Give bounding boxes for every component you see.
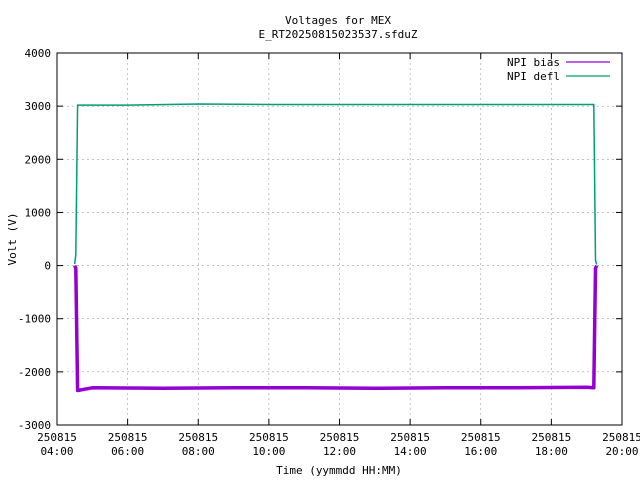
x-tick-date-label: 250815 [108, 431, 148, 444]
x-tick-date-label: 250815 [37, 431, 77, 444]
legend: NPI bias NPI defl [507, 56, 610, 83]
x-tick-date-label: 250815 [390, 431, 430, 444]
y-tick-label: 0 [44, 260, 51, 273]
legend-label-npi-defl: NPI defl [507, 70, 560, 83]
y-tick-label: -3000 [18, 419, 51, 432]
x-tick-time-label: 14:00 [394, 445, 427, 458]
x-tick-date-label: 250815 [178, 431, 218, 444]
x-tick-time-label: 10:00 [252, 445, 285, 458]
y-tick-label: 1000 [25, 206, 52, 219]
x-tick-time-label: 16:00 [464, 445, 497, 458]
x-tick-time-label: 06:00 [111, 445, 144, 458]
y-tick-label: 4000 [25, 47, 52, 60]
plot-frame [56, 52, 623, 426]
x-tick-date-label: 250815 [320, 431, 360, 444]
y-axis-label: Volt (V) [6, 213, 19, 266]
series-line-npi-bias [73, 264, 599, 393]
x-tick-time-label: 20:00 [605, 445, 638, 458]
x-tick-time-label: 18:00 [535, 445, 568, 458]
x-axis-ticks: 25081504:0025081506:0025081508:002508151… [37, 53, 640, 458]
y-tick-label: -1000 [18, 313, 51, 326]
chart-subtitle: E_RT20250815023537.sfduZ [259, 28, 418, 41]
chart-title: Voltages for MEX [285, 14, 391, 27]
y-tick-label: 2000 [25, 153, 52, 166]
grid [56, 52, 623, 426]
series-lines [73, 103, 599, 393]
series-line-npi-defl [73, 103, 598, 265]
x-tick-time-label: 04:00 [40, 445, 73, 458]
x-tick-date-label: 250815 [461, 431, 501, 444]
x-tick-date-label: 250815 [249, 431, 289, 444]
y-tick-label: -2000 [18, 366, 51, 379]
y-tick-label: 3000 [25, 100, 52, 113]
legend-label-npi-bias: NPI bias [507, 56, 560, 69]
x-tick-time-label: 12:00 [323, 445, 356, 458]
x-tick-date-label: 250815 [532, 431, 572, 444]
x-tick-time-label: 08:00 [182, 445, 215, 458]
x-tick-date-label: 250815 [602, 431, 640, 444]
x-axis-label: Time (yymmdd HH:MM) [276, 464, 402, 477]
